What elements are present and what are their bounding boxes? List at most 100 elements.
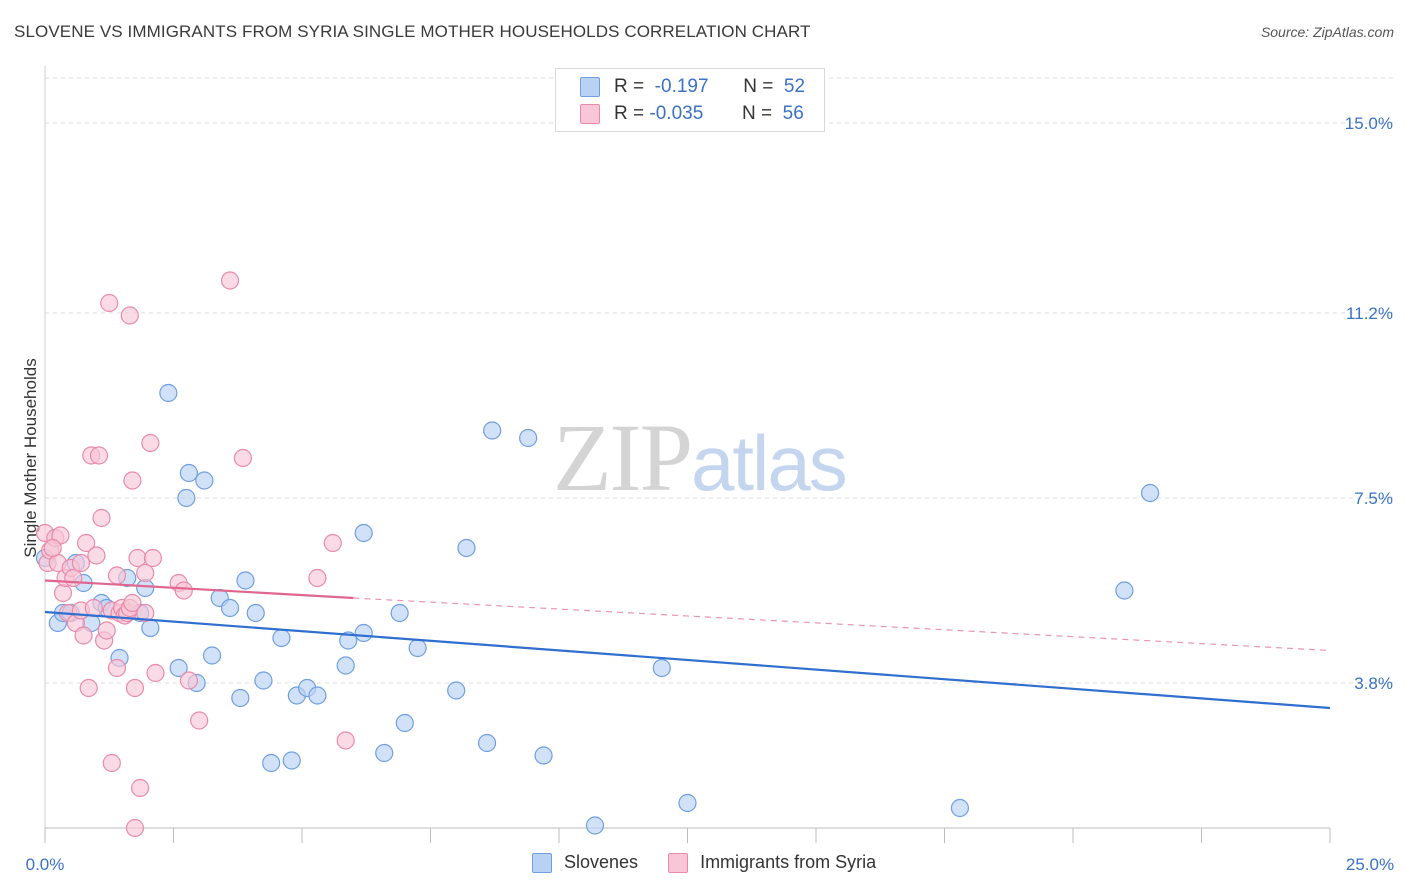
slovene-point	[254, 671, 273, 690]
y-tick-label: 3.8%	[1354, 674, 1393, 693]
chart-title: SLOVENE VS IMMIGRANTS FROM SYRIA SINGLE …	[14, 22, 811, 41]
x-tick-label: 25.0%	[1346, 855, 1394, 874]
syria-point	[125, 818, 145, 838]
watermark-zip: ZIP	[553, 404, 693, 511]
syria-point	[308, 568, 327, 588]
syria-point	[107, 658, 127, 678]
legend-n-label: N =	[741, 103, 773, 124]
slovene-point	[519, 428, 538, 448]
syria-trend-extension	[353, 597, 1331, 652]
syria-point	[92, 508, 111, 528]
legend-label-syria: Immigrants from Syria	[700, 852, 877, 872]
slovene-point	[585, 816, 605, 835]
slovene-point	[169, 658, 188, 678]
syria-point	[190, 711, 209, 730]
y-tick-label: 15.0%	[1345, 114, 1393, 133]
slovene-point	[272, 628, 291, 648]
syria-point	[120, 306, 139, 325]
slovene-point	[195, 471, 214, 490]
slovene-point	[390, 603, 409, 623]
slovene-point	[1140, 483, 1160, 503]
slovene-point	[375, 743, 394, 763]
watermark: ZIPatlas	[553, 402, 848, 513]
slovene-point	[262, 753, 281, 773]
slovene-point	[950, 798, 970, 818]
syria-point	[220, 271, 240, 290]
legend-n-value: 52	[783, 76, 806, 97]
slovene-point	[678, 793, 697, 813]
syria-point	[130, 778, 150, 798]
syria-point	[136, 563, 155, 583]
syria-point	[179, 671, 199, 690]
syria-point	[97, 621, 116, 640]
syria-point	[146, 663, 165, 683]
syria-point	[107, 566, 127, 585]
syria-point	[87, 546, 106, 565]
legend-row-syria: R = -0.035 N = 56	[580, 101, 804, 127]
syria-point	[233, 448, 252, 468]
x-tick-label: 0.0%	[26, 855, 65, 874]
slovene-point	[447, 681, 466, 700]
syria-point	[89, 446, 109, 465]
legend-r-label: R =	[614, 76, 645, 97]
syria-point	[123, 593, 142, 613]
slovene-point	[652, 658, 671, 678]
slovene-point	[483, 421, 502, 440]
syria-point	[71, 553, 91, 573]
syria-point	[102, 753, 121, 773]
syria-point	[136, 603, 155, 623]
syria-point	[143, 548, 163, 568]
syria-point	[123, 471, 142, 490]
syria-point	[174, 581, 193, 600]
syria-point	[84, 598, 103, 618]
slovene-point	[159, 383, 178, 403]
syria-point	[125, 678, 145, 698]
legend-item-syria: Immigrants from Syria	[668, 852, 876, 873]
syria-point	[141, 433, 160, 453]
syria-point	[74, 626, 93, 645]
slovene-point	[236, 571, 255, 590]
legend-n-label: N =	[743, 76, 774, 97]
legend-r-value: -0.035	[649, 103, 704, 124]
syria-point	[100, 293, 119, 313]
slovene-point	[339, 631, 358, 650]
slovene-point	[308, 686, 327, 705]
legend-n-value: 56	[782, 103, 804, 124]
slovene-point	[179, 463, 199, 483]
slovene-point	[246, 603, 265, 623]
slovene-point	[282, 751, 301, 770]
legend-label-slovenes: Slovenes	[564, 852, 639, 872]
legend-item-slovenes: Slovenes	[532, 852, 638, 873]
watermark-atlas: atlas	[691, 419, 848, 507]
slovene-point	[477, 733, 497, 753]
slovene-point	[220, 598, 240, 618]
slovene-point	[1115, 581, 1134, 600]
correlation-legend: R = -0.197 N = 52 R = -0.035 N = 56	[555, 68, 825, 132]
syria-point	[64, 568, 83, 588]
source-credit: Source: ZipAtlas.com	[1260, 24, 1394, 40]
slovene-point	[231, 688, 250, 708]
syria-point	[336, 731, 355, 750]
slovene-point	[354, 523, 373, 543]
series-legend: Slovenes Immigrants from Syria	[532, 852, 906, 873]
syria-point	[79, 678, 98, 698]
syria-point	[43, 538, 62, 558]
slovene-point	[395, 713, 414, 733]
syria-point	[323, 533, 342, 553]
legend-swatch-blue	[580, 77, 600, 97]
slovene-trend-line	[44, 610, 1331, 710]
y-tick-label: 11.2%	[1346, 304, 1393, 323]
legend-r-value: -0.197	[654, 76, 709, 97]
legend-row-slovenes: R = -0.197 N = 52	[580, 74, 805, 100]
legend-swatch-blue	[532, 852, 552, 873]
syria-point	[53, 583, 73, 603]
legend-swatch-pink	[668, 852, 689, 873]
legend-swatch-pink	[580, 104, 600, 124]
syria-trend-line	[44, 579, 354, 600]
slovene-point	[354, 623, 373, 643]
y-tick-label: 7.5%	[1354, 489, 1393, 508]
slovene-point	[534, 746, 553, 765]
syria-point	[77, 533, 96, 553]
slovene-point	[336, 656, 355, 675]
